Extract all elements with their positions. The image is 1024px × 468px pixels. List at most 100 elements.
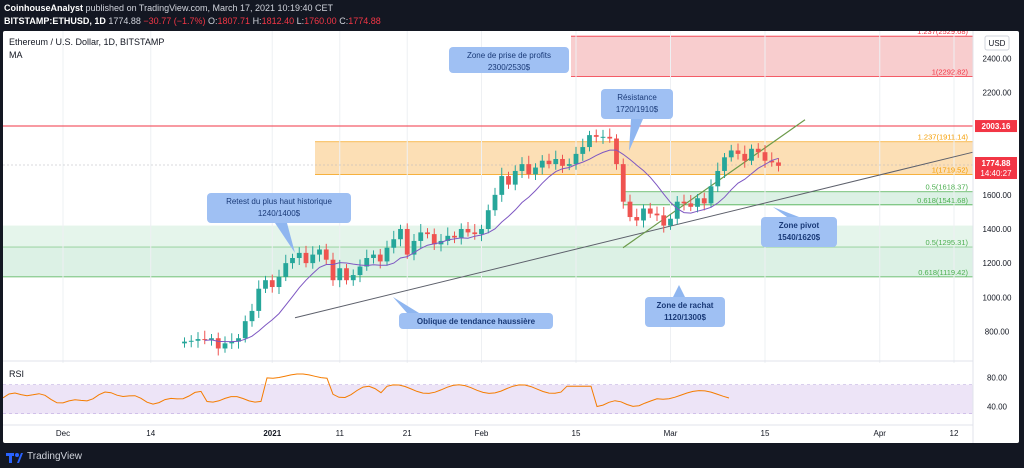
fib-05-mid-label: 0.5(1618.37): [925, 183, 968, 192]
candle-body: [715, 170, 721, 187]
time-tick-label: Dec: [56, 429, 70, 438]
candle-body: [519, 164, 525, 171]
candle-body: [330, 259, 336, 281]
time-tick-label: 21: [403, 429, 412, 438]
high-value: 1812.40: [261, 16, 295, 26]
time-tick-label: 15: [761, 429, 770, 438]
author-name[interactable]: CoinhouseAnalyst: [4, 3, 84, 13]
fib-1-top-label: 1(2292.82): [932, 68, 969, 77]
profit-zone: [571, 36, 973, 77]
time-tick-label: 2021: [263, 429, 281, 438]
candle-body: [391, 239, 397, 248]
rsi-label: RSI: [9, 369, 24, 379]
publish-line: CoinhouseAnalyst published on TradingVie…: [4, 3, 333, 13]
candle-body: [215, 338, 221, 349]
buy-callout-box: [645, 297, 725, 327]
candle-body: [276, 276, 282, 288]
candle-body: [317, 249, 322, 255]
price-tick-label: 1400.00: [983, 225, 1012, 234]
pivot-callout-line-1: 1540/1620$: [778, 233, 821, 242]
rsi-band: [3, 384, 973, 414]
retest-callout-pointer: [275, 223, 295, 253]
candle-body: [398, 228, 403, 240]
candle-body: [539, 160, 545, 168]
tradingview-brand[interactable]: TradingView: [27, 451, 83, 462]
symbol: BITSTAMP:ETHUSD, 1D: [4, 16, 106, 26]
time-tick-label: 15: [572, 429, 581, 438]
candle-body: [452, 235, 457, 238]
resistance-callout-pointer: [629, 119, 643, 151]
candle-body: [661, 215, 667, 226]
candle-body: [357, 266, 363, 276]
chart-legend-title: Ethereum / U.S. Dollar, 1D, BITSTAMP: [9, 37, 164, 47]
candle-body: [337, 268, 343, 281]
candle-body: [350, 275, 356, 281]
resistance-callout-line-1: 1720/1910$: [616, 105, 659, 114]
time-tick-label: 14: [146, 429, 155, 438]
candle-body: [431, 234, 437, 245]
candle-body: [303, 252, 309, 264]
candle-body: [641, 208, 646, 221]
close-value: 1774.88: [348, 16, 381, 26]
price-tick-label: 1600.00: [983, 191, 1012, 200]
buy-callout-pointer: [673, 285, 685, 297]
candle-body: [614, 138, 619, 165]
trend-callout-box: [399, 313, 553, 329]
buy-callout-line-0: Zone de rachat: [657, 301, 714, 310]
candle-body: [674, 201, 680, 219]
steep-trend-line: [622, 119, 806, 249]
candle-body: [458, 228, 464, 238]
last-price-tag: [975, 157, 1017, 180]
candle-body: [290, 258, 295, 264]
pivot-callout-line-0: Zone pivot: [779, 221, 820, 230]
candle-body: [512, 170, 518, 185]
candle-body: [634, 217, 640, 221]
profit-callout-line-0: Zone de prise de profits: [467, 51, 551, 60]
candle-body: [296, 252, 302, 259]
moving-average-line: [204, 149, 779, 343]
candle-body: [411, 240, 417, 255]
pivot-callout-pointer: [773, 207, 799, 217]
time-tick-label: Feb: [475, 429, 489, 438]
resistance-callout-box: [601, 89, 673, 119]
buy-zone: [3, 246, 973, 277]
candle-body: [722, 157, 727, 171]
published-text: published on TradingView.com, March 17, …: [85, 3, 334, 13]
candle-body: [688, 203, 694, 207]
candle-body: [344, 268, 349, 281]
candle-body: [755, 148, 761, 153]
candle-body: [465, 228, 471, 233]
candle-body: [310, 254, 316, 264]
candle-body: [762, 152, 768, 161]
candle-body: [371, 254, 376, 259]
currency-button[interactable]: [984, 35, 1010, 51]
price-tick-label: 2400.00: [983, 54, 1012, 63]
rsi-tick-label: 40.00: [987, 403, 1008, 412]
open-label: O:: [207, 16, 218, 26]
candle-body: [607, 136, 613, 139]
candle-body: [526, 164, 532, 175]
price-tick-label: 1000.00: [983, 293, 1012, 302]
candle-body: [776, 162, 781, 166]
candle-body: [728, 150, 734, 158]
retest-callout-line-1: 1240/1400$: [258, 209, 301, 218]
candle-body: [749, 148, 754, 161]
candle-body: [654, 213, 660, 216]
retest-callout-box: [207, 193, 351, 223]
fib-1237-mid-label: 1.237(1911.14): [918, 133, 969, 142]
candle-body: [533, 167, 538, 175]
last-price-tag-text: 1774.88: [982, 159, 1011, 168]
time-tick-label: Mar: [664, 429, 678, 438]
chart-svg[interactable]: 1.237(2529.68) 1(2292.82) 1.237(1911.14) 1(…: [2, 27, 1019, 443]
fib-0618-low-label: 0.618(1119.42): [918, 268, 968, 277]
candle-body: [364, 258, 370, 267]
candle-body: [182, 341, 187, 344]
chart-panel[interactable]: 1.237(2529.68) 1(2292.82) 1.237(1911.14) 1(…: [2, 27, 1019, 443]
candle-body: [485, 210, 491, 229]
candle-body: [701, 198, 707, 204]
candle-body: [404, 228, 410, 255]
resistance-callout-line-0: Résistance: [617, 93, 657, 102]
candle-body: [418, 232, 424, 241]
candle-body: [620, 164, 626, 202]
candle-body: [587, 135, 592, 148]
